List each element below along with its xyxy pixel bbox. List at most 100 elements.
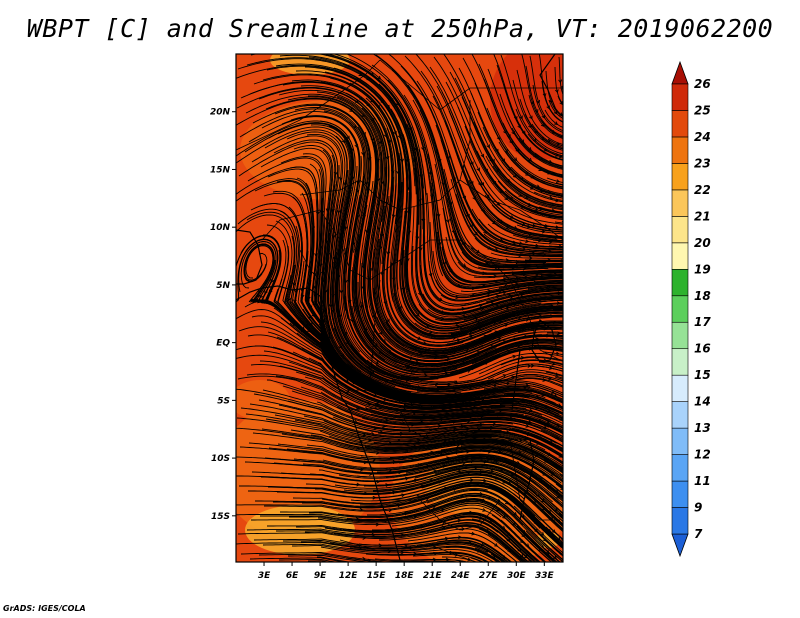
- streamline: [487, 223, 563, 246]
- streamline-arrow: [490, 302, 495, 307]
- streamline: [496, 64, 563, 161]
- streamline: [455, 322, 563, 350]
- x-tick-label: 24E: [451, 571, 471, 581]
- streamline-arrow: [551, 130, 556, 134]
- streamline-arrow: [541, 392, 546, 397]
- streamline: [542, 351, 563, 356]
- streamline-arrow: [365, 229, 370, 234]
- streamline: [526, 181, 563, 196]
- streamline: [335, 443, 563, 477]
- streamline-arrow: [511, 375, 516, 380]
- streamline-arrow: [548, 214, 553, 219]
- streamline-arrow: [512, 472, 517, 476]
- streamline: [498, 280, 563, 289]
- coastline-east: [539, 54, 557, 111]
- streamline: [534, 305, 563, 309]
- border-line: [359, 100, 471, 211]
- streamline-arrow: [542, 253, 547, 258]
- colorbar-swatch: [671, 454, 689, 482]
- streamline-arrow: [535, 394, 540, 399]
- streamline-arrow: [555, 372, 560, 377]
- colorbar-swatch: [671, 480, 689, 508]
- streamline: [524, 113, 563, 150]
- streamline: [447, 149, 563, 251]
- x-tick-label: 18E: [395, 571, 415, 581]
- colorbar-max-arrow: [671, 60, 689, 85]
- streamline: [402, 288, 563, 330]
- streamline-arrow: [524, 275, 529, 280]
- lake-tanganyika: [511, 349, 521, 411]
- streamline: [526, 491, 563, 526]
- colorbar-swatch: [671, 374, 689, 402]
- colorbar-label: 15: [694, 368, 711, 382]
- streamline-arrow: [554, 507, 558, 512]
- streamline-arrow: [321, 318, 326, 323]
- streamline-arrow: [550, 314, 555, 319]
- streamline: [538, 54, 563, 123]
- streamline-arrow: [526, 224, 531, 229]
- streamline: [516, 224, 563, 235]
- streamline: [548, 555, 557, 562]
- streamline: [342, 513, 539, 562]
- field-patch: [236, 380, 290, 420]
- streamline: [504, 190, 563, 216]
- streamline-arrow: [480, 542, 485, 547]
- streamline-arrow: [562, 564, 565, 567]
- streamline-arrow: [536, 99, 541, 104]
- streamline-arrow: [343, 331, 347, 337]
- streamline-arrow: [534, 207, 539, 212]
- streamline-arrow: [372, 291, 377, 296]
- streamline: [437, 369, 563, 388]
- streamline-arrow: [556, 495, 560, 499]
- streamline-arrow: [513, 157, 518, 162]
- streamline-arrow: [485, 352, 490, 357]
- streamline-arrow: [540, 296, 545, 301]
- streamline: [555, 182, 563, 186]
- colorbar-swatch: [671, 401, 689, 429]
- streamline-arrow: [564, 408, 567, 411]
- streamline-arrow: [478, 338, 483, 343]
- streamline: [262, 543, 499, 562]
- streamline: [459, 482, 563, 546]
- streamline-arrow: [530, 174, 535, 179]
- streamline-arrow: [535, 265, 540, 269]
- streamline: [555, 337, 563, 340]
- streamline-arrow: [554, 89, 559, 94]
- streamline-arrow: [466, 419, 471, 424]
- streamline-arrow: [558, 454, 563, 458]
- streamline-arrow: [382, 339, 387, 343]
- streamline-arrow: [433, 469, 438, 474]
- streamline-arrow: [538, 156, 544, 161]
- streamline: [283, 539, 509, 562]
- streamline-arrow: [560, 259, 563, 263]
- streamline: [468, 312, 563, 336]
- coastline-gulf: [236, 229, 263, 285]
- streamline-arrow: [534, 272, 539, 277]
- streamline: [485, 456, 563, 499]
- y-tick-label: 15N: [210, 165, 231, 175]
- streamline: [532, 84, 563, 133]
- streamline: [559, 473, 563, 477]
- streamline: [376, 316, 563, 357]
- streamline-arrow: [532, 223, 537, 228]
- streamline: [391, 371, 563, 389]
- streamline-arrow: [378, 350, 383, 355]
- y-tick-label: 10S: [211, 454, 230, 464]
- streamline: [501, 161, 563, 199]
- streamline-arrow: [547, 528, 552, 533]
- streamline-arrow: [528, 232, 534, 237]
- streamline-arrow: [555, 225, 560, 230]
- streamline: [231, 44, 256, 50]
- streamline: [490, 553, 504, 562]
- streamline: [443, 54, 563, 203]
- streamline: [542, 196, 563, 203]
- streamline-arrow: [547, 510, 552, 514]
- streamline-arrow: [504, 149, 509, 154]
- streamline: [279, 558, 338, 562]
- streamline: [513, 505, 563, 554]
- streamline: [543, 302, 563, 305]
- streamline: [525, 375, 563, 384]
- streamline-arrow: [516, 460, 521, 465]
- colorbar-label: 17: [694, 315, 711, 329]
